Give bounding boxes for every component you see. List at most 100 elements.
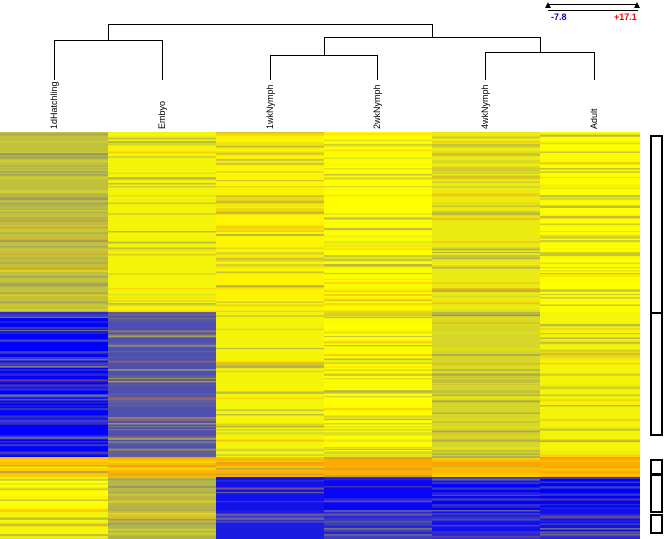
gene-row-stripe xyxy=(216,372,324,374)
gene-row-stripe xyxy=(108,187,216,190)
gene-row-stripe xyxy=(432,390,540,392)
gene-row-stripe xyxy=(0,208,108,211)
gene-row-stripe xyxy=(432,333,540,335)
gene-row-stripe xyxy=(0,315,108,317)
gene-row-stripe xyxy=(108,429,216,431)
gene-row-stripe xyxy=(432,453,540,456)
gene-row-stripe xyxy=(324,423,432,425)
gene-row-stripe xyxy=(540,328,640,330)
gene-row-stripe xyxy=(216,304,324,307)
gene-row-stripe xyxy=(432,265,540,268)
gene-row-stripe xyxy=(0,357,108,359)
gene-row-stripe xyxy=(432,372,540,374)
gene-row-stripe xyxy=(108,253,216,256)
gene-row-stripe xyxy=(432,474,540,477)
gene-row-stripe xyxy=(0,498,108,500)
gene-row-stripe xyxy=(108,462,216,464)
gene-row-stripe xyxy=(108,378,216,380)
gene-row-stripe xyxy=(108,210,216,212)
gene-row-stripe xyxy=(0,369,108,371)
gene-row-stripe xyxy=(432,250,540,253)
column-label-4wknymph: 4wkNymph xyxy=(480,84,490,129)
gene-row-stripe xyxy=(0,504,108,507)
gene-row-stripe xyxy=(540,340,640,343)
gene-row-stripe xyxy=(432,232,540,235)
gene-row-stripe xyxy=(0,294,108,297)
gene-row-stripe xyxy=(432,202,540,205)
gene-row-stripe xyxy=(324,303,432,306)
gene-row-stripe xyxy=(540,420,640,422)
gene-row-stripe xyxy=(0,441,108,443)
gene-row-stripe xyxy=(324,343,432,345)
gene-row-stripe xyxy=(540,325,640,327)
gene-row-stripe xyxy=(540,198,640,201)
gene-row-stripe xyxy=(324,217,432,220)
gene-row-stripe xyxy=(324,226,432,228)
gene-row-stripe xyxy=(432,379,540,382)
gene-row-stripe xyxy=(540,253,640,255)
gene-row-stripe xyxy=(540,267,640,269)
gene-row-stripe xyxy=(108,141,216,144)
gene-row-stripe xyxy=(216,439,324,442)
gene-row-stripe xyxy=(0,361,108,364)
gene-row-stripe xyxy=(216,366,324,369)
gene-row-stripe xyxy=(324,369,432,372)
gene-row-stripe xyxy=(324,247,432,249)
gene-row-stripe xyxy=(432,493,540,496)
heatmap-cell xyxy=(108,457,216,477)
gene-row-stripe xyxy=(324,441,432,443)
gene-row-stripe xyxy=(540,456,640,459)
gene-row-stripe xyxy=(216,429,324,431)
gene-row-stripe xyxy=(324,193,432,195)
gene-row-stripe xyxy=(324,501,432,503)
gene-row-stripe xyxy=(324,349,432,351)
gene-row-stripe xyxy=(324,451,432,453)
gene-row-stripe xyxy=(432,513,540,516)
gene-row-stripe xyxy=(540,142,640,145)
gene-row-stripe xyxy=(540,429,640,431)
gene-row-stripe xyxy=(324,453,432,455)
heatmap-cell xyxy=(216,312,324,457)
column-label-2wknymph: 2wkNymph xyxy=(372,84,382,129)
gene-row-stripe xyxy=(108,318,216,320)
gene-row-stripe xyxy=(108,294,216,296)
gene-row-stripe xyxy=(108,510,216,512)
gene-row-stripe xyxy=(540,237,640,239)
gene-row-stripe xyxy=(540,430,640,433)
gene-row-stripe xyxy=(432,481,540,483)
gene-row-stripe xyxy=(432,133,540,136)
gene-row-stripe xyxy=(216,213,324,215)
gene-row-stripe xyxy=(0,478,108,481)
gene-row-stripe xyxy=(108,304,216,307)
gene-row-stripe xyxy=(324,178,432,180)
gene-row-stripe xyxy=(540,474,640,476)
heatmap-cell xyxy=(216,132,324,312)
gene-row-stripe xyxy=(216,271,324,274)
gene-row-stripe xyxy=(0,313,108,316)
gene-row-stripe xyxy=(432,132,540,135)
dendro-branch-nymph1-nymph2 xyxy=(270,55,378,80)
gene-row-stripe xyxy=(540,481,640,484)
gene-row-stripe xyxy=(432,291,540,293)
gene-row-stripe xyxy=(0,490,108,492)
gene-row-stripe xyxy=(324,244,432,247)
gene-row-stripe xyxy=(0,304,108,307)
gene-row-stripe xyxy=(324,157,432,160)
gene-row-stripe xyxy=(0,499,108,501)
gene-row-stripe xyxy=(216,354,324,356)
gene-row-stripe xyxy=(324,366,432,368)
gene-row-stripe xyxy=(432,162,540,164)
gene-row-stripe xyxy=(324,433,432,436)
gene-row-stripe xyxy=(108,369,216,371)
gene-row-stripe xyxy=(108,405,216,407)
gene-row-stripe xyxy=(324,241,432,244)
gene-row-stripe xyxy=(540,336,640,339)
gene-row-stripe xyxy=(324,309,432,311)
heatmap-cell xyxy=(108,132,216,312)
gene-row-stripe xyxy=(108,478,216,481)
gene-row-stripe xyxy=(216,211,324,214)
dendro-branch-hatchling-embryo xyxy=(54,40,163,80)
gene-row-stripe xyxy=(216,450,324,452)
gene-row-stripe xyxy=(540,514,640,516)
gene-row-stripe xyxy=(432,423,540,425)
